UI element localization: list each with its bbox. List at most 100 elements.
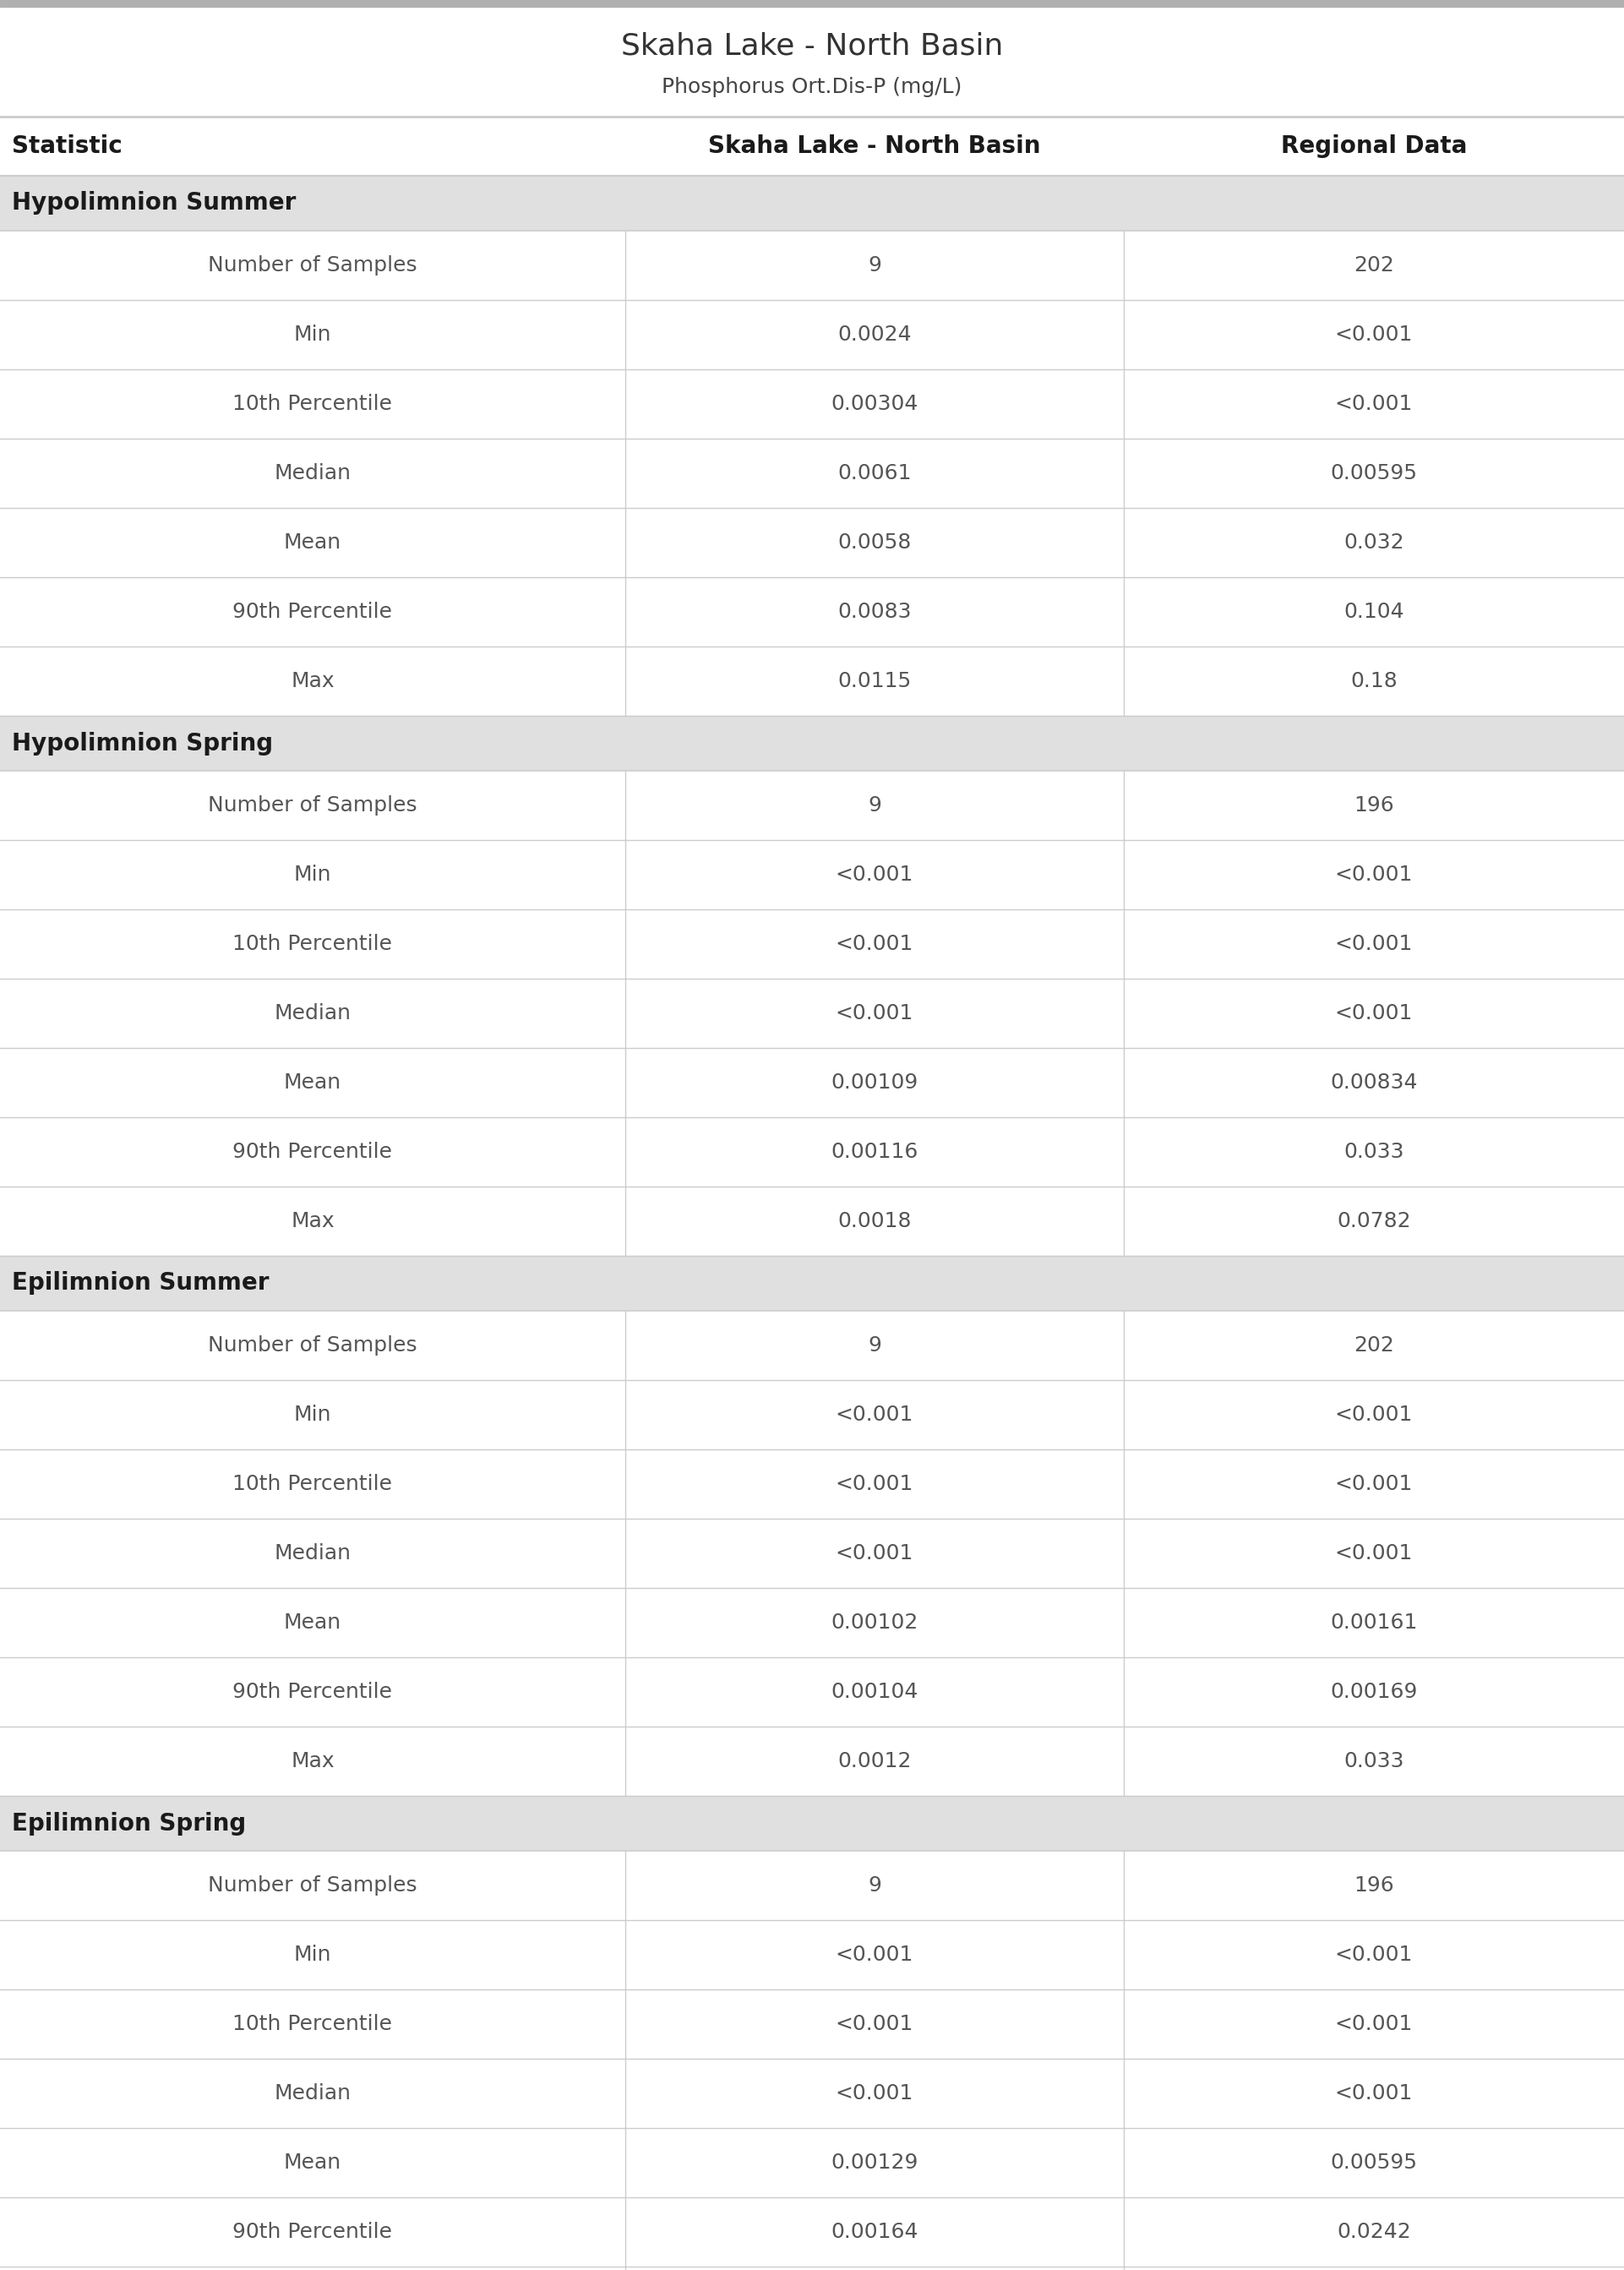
Bar — [0, 1657, 1624, 1727]
Text: Min: Min — [294, 1945, 331, 1966]
Text: 10th Percentile: 10th Percentile — [232, 393, 393, 413]
Bar — [0, 1796, 1624, 1850]
Text: 202: 202 — [1354, 254, 1393, 275]
Text: Median: Median — [274, 463, 351, 484]
Text: Median: Median — [274, 1003, 351, 1024]
Text: 0.0012: 0.0012 — [838, 1750, 911, 1771]
Bar — [0, 2059, 1624, 2127]
Text: 10th Percentile: 10th Percentile — [232, 2013, 393, 2034]
Text: 0.032: 0.032 — [1343, 533, 1405, 552]
Text: 0.0018: 0.0018 — [838, 1212, 911, 1230]
Text: Skaha Lake - North Basin: Skaha Lake - North Basin — [620, 32, 1004, 61]
Text: Median: Median — [274, 2084, 351, 2104]
Bar — [0, 1589, 1624, 1657]
Text: 0.033: 0.033 — [1343, 1142, 1405, 1162]
Bar — [0, 910, 1624, 978]
Bar — [0, 1989, 1624, 2059]
Bar — [0, 370, 1624, 438]
Bar — [0, 1850, 1624, 1920]
Text: 90th Percentile: 90th Percentile — [232, 1682, 393, 1702]
Text: <0.001: <0.001 — [835, 1473, 914, 1494]
Text: Phosphorus Ort.Dis-P (mg/L): Phosphorus Ort.Dis-P (mg/L) — [663, 77, 961, 98]
Text: 90th Percentile: 90th Percentile — [232, 2222, 393, 2243]
Text: Max: Max — [291, 1212, 335, 1230]
Text: 0.00129: 0.00129 — [831, 2152, 918, 2172]
Text: 0.0058: 0.0058 — [838, 533, 911, 552]
Text: 10th Percentile: 10th Percentile — [232, 933, 393, 953]
Text: <0.001: <0.001 — [835, 1405, 914, 1426]
Text: <0.001: <0.001 — [835, 1003, 914, 1024]
Bar — [0, 300, 1624, 370]
Text: 0.0115: 0.0115 — [838, 672, 911, 692]
Text: <0.001: <0.001 — [1335, 393, 1413, 413]
Text: 10th Percentile: 10th Percentile — [232, 1473, 393, 1494]
Text: 9: 9 — [867, 1875, 882, 1895]
Text: 0.0782: 0.0782 — [1337, 1212, 1411, 1230]
Text: Mean: Mean — [284, 1071, 341, 1092]
Text: 0.033: 0.033 — [1343, 1750, 1405, 1771]
Text: 0.00595: 0.00595 — [1330, 2152, 1418, 2172]
Text: <0.001: <0.001 — [835, 2013, 914, 2034]
Text: <0.001: <0.001 — [835, 1945, 914, 1966]
Text: 0.00102: 0.00102 — [831, 1612, 918, 1632]
Bar — [0, 7, 1624, 116]
Text: Number of Samples: Number of Samples — [208, 1335, 417, 1355]
Bar — [0, 2197, 1624, 2268]
Bar — [0, 840, 1624, 910]
Text: <0.001: <0.001 — [1335, 2013, 1413, 2034]
Bar — [0, 438, 1624, 508]
Text: 9: 9 — [867, 794, 882, 815]
Text: 0.0024: 0.0024 — [838, 325, 911, 345]
Text: Min: Min — [294, 1405, 331, 1426]
Text: <0.001: <0.001 — [1335, 1405, 1413, 1426]
Text: <0.001: <0.001 — [1335, 865, 1413, 885]
Bar — [0, 1920, 1624, 1989]
Text: Statistic: Statistic — [11, 134, 122, 159]
Bar — [0, 715, 1624, 772]
Bar — [0, 1727, 1624, 1796]
Bar — [0, 1187, 1624, 1255]
Text: Hypolimnion Summer: Hypolimnion Summer — [11, 191, 296, 216]
Text: <0.001: <0.001 — [1335, 325, 1413, 345]
Text: <0.001: <0.001 — [835, 865, 914, 885]
Text: <0.001: <0.001 — [1335, 2084, 1413, 2104]
Text: Mean: Mean — [284, 2152, 341, 2172]
Bar — [0, 175, 1624, 232]
Text: Median: Median — [274, 1544, 351, 1564]
Text: 0.00304: 0.00304 — [831, 393, 918, 413]
Text: 9: 9 — [867, 254, 882, 275]
Text: Regional Data: Regional Data — [1281, 134, 1466, 159]
Text: 0.00164: 0.00164 — [831, 2222, 918, 2243]
Text: <0.001: <0.001 — [1335, 933, 1413, 953]
Text: <0.001: <0.001 — [835, 1544, 914, 1564]
Text: 0.104: 0.104 — [1343, 602, 1405, 622]
Text: 0.00116: 0.00116 — [831, 1142, 918, 1162]
Bar — [0, 1117, 1624, 1187]
Text: 0.0242: 0.0242 — [1337, 2222, 1411, 2243]
Bar — [0, 1049, 1624, 1117]
Bar — [0, 1310, 1624, 1380]
Text: <0.001: <0.001 — [1335, 1945, 1413, 1966]
Text: 0.00595: 0.00595 — [1330, 463, 1418, 484]
Text: Hypolimnion Spring: Hypolimnion Spring — [11, 731, 273, 756]
Text: <0.001: <0.001 — [1335, 1003, 1413, 1024]
Text: 0.0083: 0.0083 — [838, 602, 911, 622]
Bar — [0, 116, 1624, 175]
Text: Mean: Mean — [284, 533, 341, 552]
Text: Mean: Mean — [284, 1612, 341, 1632]
Text: Epilimnion Spring: Epilimnion Spring — [11, 1811, 247, 1834]
Text: Min: Min — [294, 865, 331, 885]
Bar — [0, 647, 1624, 715]
Bar — [0, 2127, 1624, 2197]
Text: 90th Percentile: 90th Percentile — [232, 602, 393, 622]
Text: Min: Min — [294, 325, 331, 345]
Text: 0.00169: 0.00169 — [1330, 1682, 1418, 1702]
Bar — [0, 978, 1624, 1049]
Bar — [0, 1519, 1624, 1589]
Text: 0.18: 0.18 — [1350, 672, 1398, 692]
Text: Number of Samples: Number of Samples — [208, 254, 417, 275]
Bar — [0, 1448, 1624, 1519]
Text: <0.001: <0.001 — [835, 933, 914, 953]
Text: Number of Samples: Number of Samples — [208, 1875, 417, 1895]
Text: <0.001: <0.001 — [1335, 1473, 1413, 1494]
